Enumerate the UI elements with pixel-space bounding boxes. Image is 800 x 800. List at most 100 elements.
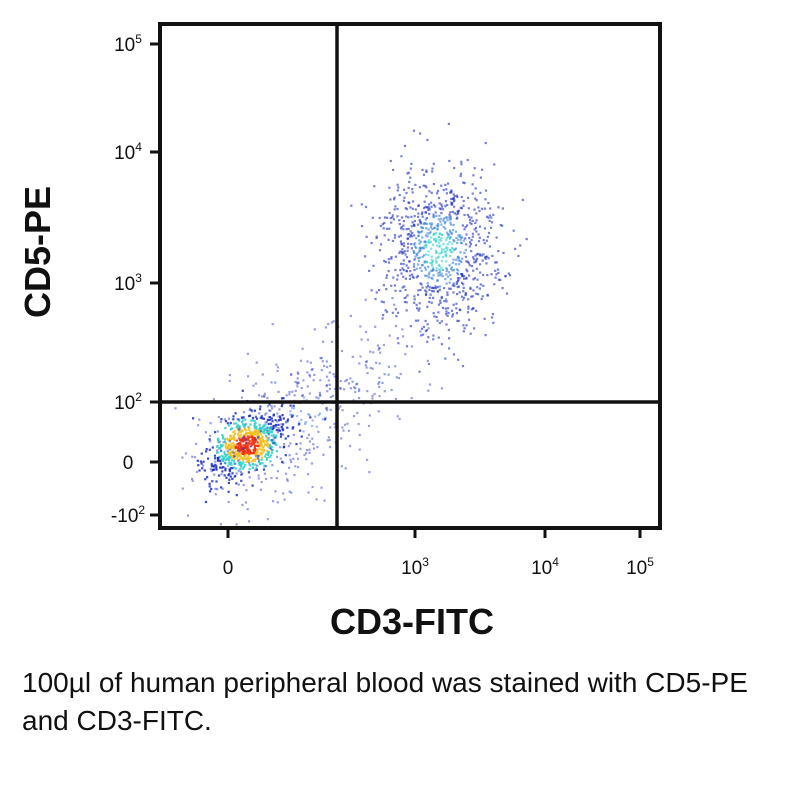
event-dot <box>394 365 397 368</box>
event-dot <box>235 482 238 485</box>
event-dot <box>233 430 236 433</box>
event-dot <box>256 436 260 439</box>
event-dot <box>277 390 280 393</box>
event-dot <box>365 366 368 369</box>
event-dot <box>235 450 238 453</box>
event-dot <box>227 451 230 454</box>
event-dot <box>305 449 309 452</box>
event-dot <box>262 431 265 434</box>
event-dot <box>347 382 351 385</box>
event-dot <box>464 225 467 229</box>
event-dot <box>244 464 247 467</box>
event-dot <box>383 216 387 219</box>
event-dot <box>253 429 256 433</box>
event-dot <box>404 296 407 299</box>
event-dot <box>428 239 431 242</box>
event-dot <box>434 249 438 252</box>
event-dot <box>502 251 505 254</box>
y-tick-label: 103 <box>114 271 142 295</box>
event-dot <box>246 458 249 461</box>
event-dot <box>267 438 270 442</box>
y-tick-label: 104 <box>114 140 142 164</box>
event-dot <box>408 277 412 280</box>
event-dot <box>403 144 407 148</box>
event-dot <box>469 243 472 246</box>
event-dot <box>309 361 312 364</box>
event-dot <box>261 436 264 439</box>
event-dot <box>462 283 465 286</box>
event-dot <box>270 434 273 437</box>
event-dot <box>468 218 472 221</box>
event-dot <box>329 364 332 367</box>
event-dot <box>235 445 238 448</box>
event-dot <box>408 274 411 277</box>
event-dot <box>465 276 468 280</box>
event-dot <box>411 188 414 191</box>
event-dot <box>410 397 413 400</box>
event-dot <box>280 423 283 426</box>
event-dot <box>320 486 323 489</box>
event-dot <box>455 307 458 310</box>
event-dot <box>259 405 262 408</box>
event-dot <box>264 413 267 416</box>
event-dot <box>239 465 243 468</box>
event-dot <box>265 412 268 415</box>
event-dot <box>247 443 250 446</box>
event-dot <box>406 237 409 240</box>
event-dot <box>470 222 473 226</box>
event-dot <box>238 419 241 422</box>
event-dot <box>405 215 408 218</box>
event-dot <box>381 381 384 384</box>
event-dot <box>325 407 328 410</box>
event-dot <box>426 340 429 343</box>
event-dot <box>445 239 448 242</box>
event-dot <box>244 501 248 504</box>
event-dot <box>440 320 443 323</box>
event-dot <box>258 436 261 439</box>
event-dot <box>328 387 331 390</box>
event-dot <box>397 342 400 345</box>
x-tick-label: 104 <box>531 555 559 579</box>
event-dot <box>269 428 272 431</box>
event-dot <box>438 244 441 247</box>
event-dot <box>344 380 347 383</box>
event-dot <box>233 452 236 455</box>
event-dot <box>487 231 491 235</box>
event-dot <box>373 392 376 396</box>
event-dot <box>232 451 235 454</box>
event-dot <box>288 391 291 394</box>
event-dot <box>226 453 229 456</box>
event-dot <box>487 201 490 205</box>
event-dot <box>274 490 277 493</box>
event-dot <box>254 463 257 466</box>
event-dot <box>271 430 274 433</box>
event-dot <box>394 397 397 401</box>
event-dot <box>438 252 441 255</box>
event-dot <box>265 453 268 456</box>
event-dot <box>228 438 231 441</box>
event-dot <box>366 338 369 341</box>
event-dot <box>368 414 371 417</box>
event-dot <box>242 436 245 439</box>
event-dot <box>253 438 256 441</box>
event-dot <box>276 369 279 373</box>
event-dot <box>240 428 243 431</box>
event-dot <box>475 230 478 233</box>
event-dot <box>364 330 368 334</box>
event-dot <box>454 263 457 266</box>
event-dot <box>417 256 420 260</box>
event-dot <box>463 277 466 280</box>
event-dot <box>452 197 455 200</box>
event-dot <box>262 468 266 471</box>
event-dot <box>228 453 231 456</box>
event-dot <box>351 380 354 383</box>
event-dot <box>382 343 385 347</box>
event-dot <box>387 365 390 368</box>
event-dot <box>265 477 268 481</box>
event-dot <box>272 439 275 442</box>
event-dot <box>248 468 251 471</box>
event-dot <box>364 205 368 209</box>
event-dot <box>216 488 219 491</box>
event-dot <box>402 242 406 245</box>
event-dot <box>425 186 428 189</box>
